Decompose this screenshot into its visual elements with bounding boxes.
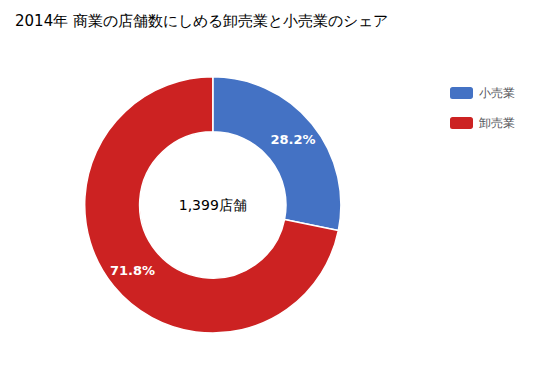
svg-text:2014年 商業の店舗数にしめる卸売業と小売業のシェア: 2014年 商業の店舗数にしめる卸売業と小売業のシェア (15, 12, 388, 30)
svg-text:卸売業: 卸売業 (479, 116, 515, 130)
svg-text:1,399店舗: 1,399店舗 (179, 197, 247, 213)
svg-text:71.8%: 71.8% (110, 263, 155, 278)
svg-text:28.2%: 28.2% (271, 132, 316, 147)
svg-text:小売業: 小売業 (479, 86, 515, 100)
